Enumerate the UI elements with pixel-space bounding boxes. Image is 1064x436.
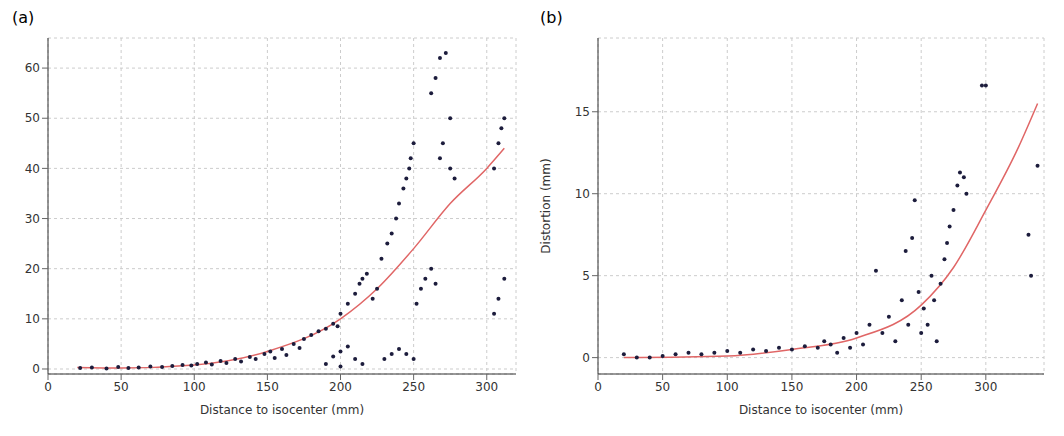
svg-text:10: 10 (575, 187, 590, 201)
svg-text:50: 50 (113, 380, 128, 394)
svg-text:30: 30 (25, 212, 40, 226)
svg-text:300: 300 (974, 380, 997, 394)
svg-text:200: 200 (329, 380, 352, 394)
svg-text:250: 250 (910, 380, 933, 394)
svg-text:20: 20 (25, 262, 40, 276)
svg-text:100: 100 (183, 380, 206, 394)
svg-text:250: 250 (402, 380, 425, 394)
svg-text:5: 5 (582, 269, 590, 283)
svg-text:Distance to isocenter (mm): Distance to isocenter (mm) (739, 403, 903, 417)
html-text:(b): (b) (540, 8, 563, 27)
svg-text:200: 200 (845, 380, 868, 394)
svg-text:60: 60 (25, 61, 40, 75)
svg-text:0: 0 (582, 351, 590, 365)
svg-text:50: 50 (25, 111, 40, 125)
svg-text:Distortion (mm): Distortion (mm) (539, 158, 553, 253)
svg-text:0: 0 (44, 380, 52, 394)
svg-text:0: 0 (594, 380, 602, 394)
svg-text:150: 150 (780, 380, 803, 394)
svg-text:Distance to isocenter (mm): Distance to isocenter (mm) (200, 403, 364, 417)
svg-text:300: 300 (475, 380, 498, 394)
svg-text:0: 0 (32, 362, 40, 376)
svg-text:40: 40 (25, 162, 40, 176)
svg-text:150: 150 (256, 380, 279, 394)
svg-text:10: 10 (25, 312, 40, 326)
svg-text:15: 15 (575, 105, 590, 119)
svg-text:100: 100 (716, 380, 739, 394)
html-text:(a): (a) (12, 8, 35, 27)
svg-text:50: 50 (655, 380, 670, 394)
